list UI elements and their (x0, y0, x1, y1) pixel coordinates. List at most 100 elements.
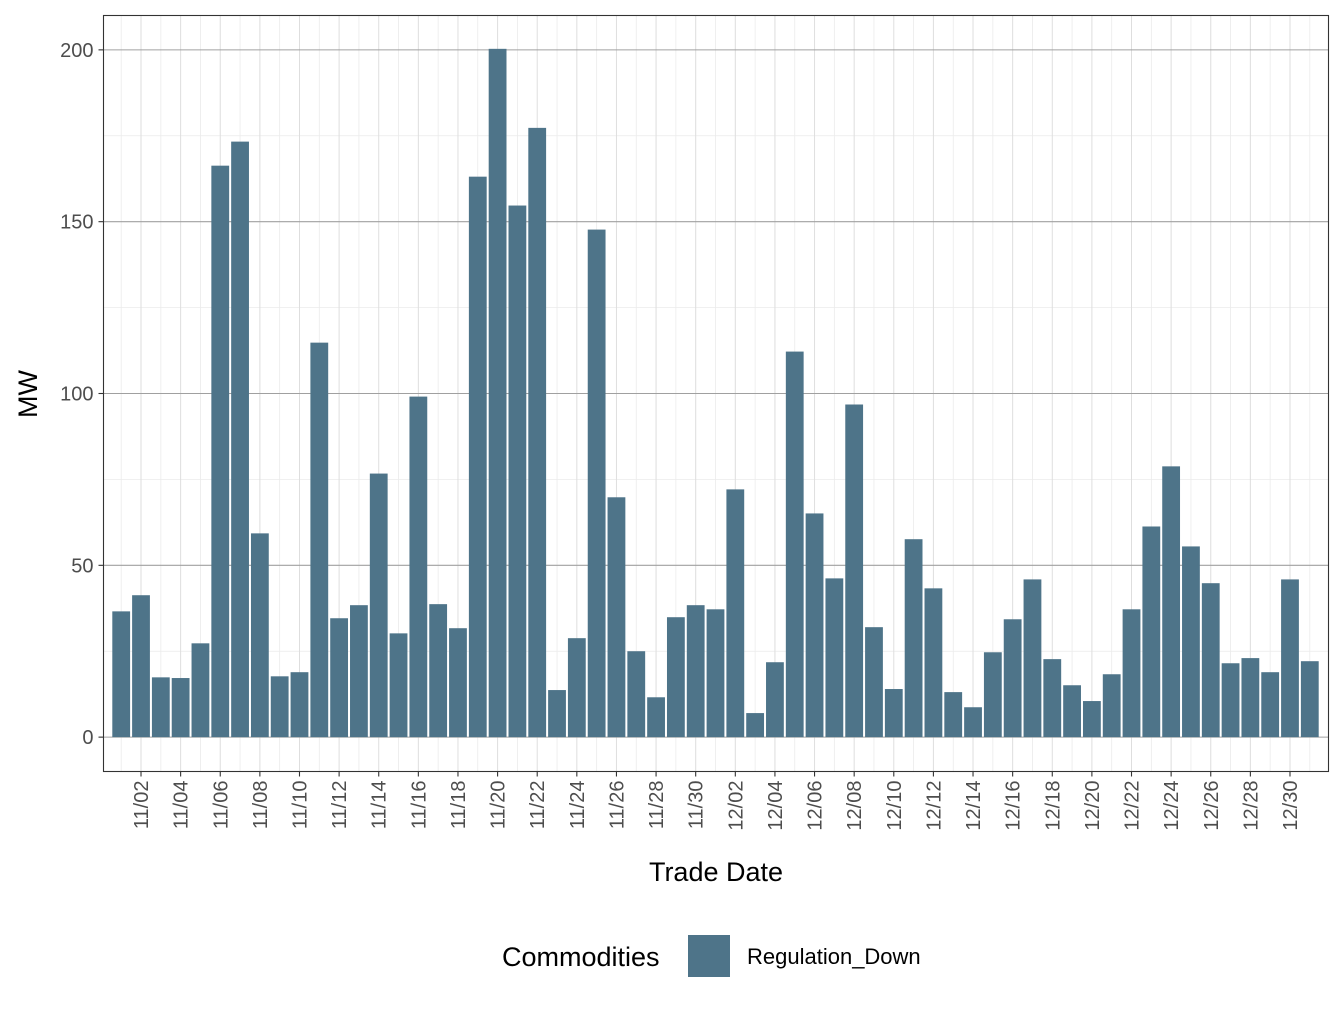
bar-11-26 (607, 497, 626, 738)
x-tick-label: 11/20 (488, 781, 510, 830)
x-tick-label: 12/12 (923, 781, 945, 831)
bar-11-14 (369, 473, 388, 738)
y-tick-label: 50 (71, 555, 93, 577)
bar-11-10 (290, 672, 309, 738)
bar-11-11 (310, 342, 329, 738)
y-tick-label: 0 (82, 727, 93, 749)
x-tick-label: 11/04 (171, 781, 193, 830)
x-tick-label: 12/08 (844, 781, 866, 831)
bar-11-15 (389, 633, 408, 738)
bar-11-20 (488, 48, 507, 738)
bar-12-06 (805, 513, 824, 738)
bar-11-21 (508, 205, 527, 738)
y-tick-label: 200 (60, 40, 93, 62)
x-tick-label: 11/16 (408, 781, 430, 830)
bar-12-28 (1241, 658, 1260, 738)
bar-11-08 (250, 533, 269, 738)
bar-11-02 (132, 595, 150, 738)
bar-12-13 (944, 692, 963, 738)
x-tick-label: 12/14 (963, 781, 985, 831)
x-axis: 11/02 11/04 11/06 11/08 11/10 11/12 11/14 11/16… (131, 771, 1302, 831)
legend: Commodities Regulation_Down (502, 935, 921, 977)
x-tick-label: 11/22 (527, 781, 549, 830)
bar-11-12 (330, 618, 349, 738)
bar-12-30 (1281, 579, 1299, 738)
x-tick-label: 11/18 (448, 781, 470, 830)
x-tick-label: 12/02 (725, 781, 747, 831)
x-tick-label: 11/14 (369, 781, 391, 830)
bar-12-15 (983, 652, 1002, 738)
y-tick-label: 150 (60, 212, 93, 234)
bar-12-27 (1221, 663, 1240, 738)
bar-12-14 (964, 707, 982, 738)
legend-label: Regulation_Down (747, 944, 921, 969)
bar-12-08 (845, 404, 864, 738)
bar-12-10 (884, 689, 903, 738)
x-tick-label: 12/30 (1280, 781, 1302, 831)
x-tick-label: 12/18 (1042, 781, 1064, 831)
bar-11-01 (112, 611, 131, 738)
bar-12-19 (1063, 685, 1081, 738)
x-tick-label: 11/28 (646, 781, 668, 830)
x-tick-label: 12/28 (1240, 781, 1262, 831)
bar-11-23 (548, 690, 566, 738)
x-tick-label: 12/26 (1201, 781, 1223, 831)
x-tick-label: 11/12 (329, 781, 351, 830)
x-tick-label: 11/10 (289, 781, 311, 830)
bar-11-07 (231, 141, 249, 738)
legend-key-regulation-down (688, 935, 730, 977)
bar-12-07 (825, 578, 844, 738)
y-axis-title: MW (13, 370, 43, 418)
x-tick-label: 12/10 (884, 781, 906, 831)
bar-11-30 (686, 605, 705, 738)
x-tick-label: 11/06 (210, 781, 232, 830)
x-tick-label: 12/06 (805, 781, 827, 831)
x-tick-label: 12/20 (1082, 781, 1104, 831)
bar-12-04 (766, 662, 784, 738)
bar-11-29 (666, 617, 685, 738)
bar-12-24 (1162, 466, 1181, 738)
x-tick-label: 11/08 (250, 781, 272, 830)
bar-11-18 (449, 628, 467, 738)
bar-11-17 (429, 604, 448, 738)
bar-11-25 (587, 229, 606, 738)
bar-11-03 (151, 677, 170, 738)
bar-12-16 (1003, 619, 1022, 738)
bar-11-09 (270, 676, 289, 738)
bar-12-01 (706, 609, 725, 738)
bar-12-02 (726, 489, 745, 738)
bar-12-23 (1142, 526, 1161, 738)
bar-11-06 (211, 165, 230, 738)
y-axis: 0 50 100 150 200 (60, 40, 104, 749)
bar-12-11 (904, 539, 923, 738)
bar-12-12 (924, 588, 943, 738)
x-tick-label: 12/24 (1161, 781, 1183, 831)
bar-11-16 (409, 396, 428, 738)
bar-12-09 (865, 627, 883, 738)
bar-12-25 (1182, 546, 1200, 738)
x-tick-label: 12/16 (1003, 781, 1025, 831)
bar-12-31 (1300, 661, 1319, 738)
bar-11-24 (567, 638, 586, 738)
bar-11-28 (647, 697, 665, 738)
x-axis-title: Trade Date (649, 857, 783, 887)
bar-11-22 (528, 127, 547, 738)
bars (112, 48, 1319, 738)
bar-12-29 (1261, 672, 1280, 738)
x-tick-label: 11/24 (567, 781, 589, 830)
x-tick-label: 11/26 (606, 781, 628, 830)
bar-11-13 (350, 605, 368, 738)
bar-12-18 (1043, 659, 1062, 738)
x-tick-label: 12/04 (765, 781, 787, 831)
bar-12-21 (1102, 674, 1121, 738)
bar-12-26 (1201, 583, 1220, 738)
bar-12-03 (746, 713, 765, 738)
bar-12-20 (1082, 701, 1101, 738)
bar-11-05 (191, 643, 210, 738)
bar-12-22 (1122, 609, 1141, 738)
bar-11-27 (627, 651, 646, 738)
x-tick-label: 11/02 (131, 781, 153, 830)
x-tick-label: 11/30 (686, 781, 708, 830)
bar-11-04 (171, 678, 190, 738)
